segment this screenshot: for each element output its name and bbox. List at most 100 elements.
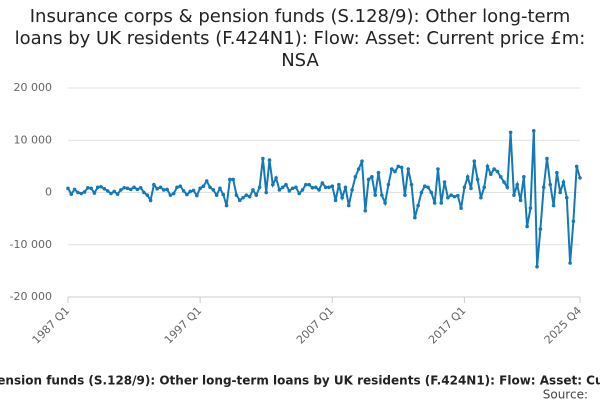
data-point <box>376 170 381 175</box>
y-tick-label: -20 000 <box>10 290 52 303</box>
y-tick-label: 10 000 <box>14 133 53 146</box>
x-tick-label: 1987 Q1 <box>30 304 73 347</box>
data-point <box>393 169 397 174</box>
data-point <box>574 164 579 169</box>
source: Source: <box>543 388 588 400</box>
data-point <box>148 198 153 203</box>
data-point <box>330 184 335 189</box>
data-point <box>211 188 216 192</box>
data-point <box>244 193 249 197</box>
data-point <box>320 181 325 185</box>
data-point <box>531 129 536 133</box>
data-point <box>257 185 262 190</box>
y-tick-label: 0 <box>45 186 52 199</box>
y-tick-label: 20 000 <box>14 81 53 94</box>
data-point <box>280 185 285 190</box>
data-point <box>426 185 430 190</box>
data-point <box>241 195 245 200</box>
data-point <box>525 224 529 229</box>
data-point <box>294 185 298 190</box>
data-point <box>185 192 189 197</box>
data-point <box>360 159 364 163</box>
data-point <box>224 203 229 208</box>
data-point <box>115 192 120 196</box>
data-point <box>231 177 235 182</box>
data-point <box>452 194 457 199</box>
y-tick-label: -10 000 <box>10 238 52 251</box>
data-point <box>128 187 133 192</box>
data-point <box>297 191 302 196</box>
data-point <box>495 169 500 174</box>
data-point <box>479 195 483 200</box>
data-point <box>343 185 348 190</box>
data-point <box>178 184 183 189</box>
data-point <box>561 180 566 184</box>
data-point <box>152 182 156 187</box>
data-point <box>439 201 444 205</box>
data-point <box>578 176 582 180</box>
chart-title: Insurance corps & pension funds (S.128/9… <box>14 6 586 71</box>
data-point <box>564 195 569 200</box>
data-point <box>555 170 559 175</box>
data-point <box>158 185 163 190</box>
data-point <box>307 182 311 187</box>
data-point <box>459 206 463 210</box>
data-point <box>274 176 278 180</box>
data-point <box>419 190 424 195</box>
data-point <box>201 184 206 189</box>
data-point <box>191 188 196 193</box>
x-tick-label: 2017 Q1 <box>426 304 469 347</box>
data-point <box>522 175 526 179</box>
data-point <box>86 185 90 190</box>
data-point <box>188 189 193 194</box>
data-point <box>571 219 576 224</box>
data-point <box>472 159 477 163</box>
data-point <box>482 185 487 190</box>
data-point <box>346 203 351 208</box>
data-point <box>498 175 503 179</box>
data-point <box>122 185 126 190</box>
data-point <box>277 188 282 192</box>
data-point <box>304 182 308 187</box>
data-point <box>125 186 130 191</box>
data-point <box>528 206 533 210</box>
x-tick-label: 2007 Q1 <box>294 304 337 347</box>
data-point <box>287 189 292 193</box>
data-point <box>396 164 401 169</box>
data-point <box>208 185 212 190</box>
data-point <box>109 191 113 196</box>
data-point <box>505 185 510 190</box>
data-point <box>462 185 467 190</box>
data-point <box>228 177 232 182</box>
data-point <box>403 193 407 197</box>
data-point <box>409 182 414 187</box>
data-point <box>512 193 516 197</box>
data-point <box>79 191 84 196</box>
data-point <box>135 187 140 192</box>
data-point <box>446 195 450 200</box>
data-point <box>327 185 331 190</box>
data-point <box>261 156 265 161</box>
data-point <box>492 167 496 171</box>
data-point <box>508 130 513 135</box>
data-point <box>198 186 202 191</box>
data-point <box>214 193 219 197</box>
data-point <box>337 182 341 187</box>
data-point <box>429 190 434 195</box>
data-point <box>489 172 493 177</box>
data-point <box>515 182 520 187</box>
series-line <box>67 130 581 267</box>
data-point <box>558 190 562 195</box>
data-point <box>366 177 371 182</box>
data-point <box>82 190 87 194</box>
data-point <box>267 158 272 162</box>
legend-label: Insurance corps & pension funds (S.128/9… <box>0 374 600 388</box>
data-point <box>475 177 480 182</box>
data-point <box>469 186 473 191</box>
data-point <box>389 167 394 171</box>
data-point <box>455 193 460 198</box>
data-point <box>237 198 242 203</box>
data-point <box>66 186 70 191</box>
data-point <box>95 185 100 190</box>
